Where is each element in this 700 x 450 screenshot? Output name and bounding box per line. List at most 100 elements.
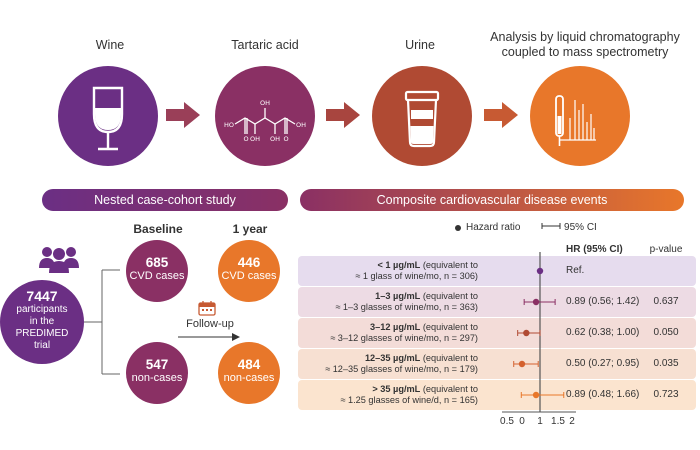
forest-plot [502,252,576,413]
year-cvd-cases-number: 446 [237,255,261,270]
row-range: 12–35 µg/mL [364,353,421,363]
svg-text:HO: HO [224,121,234,129]
total-participants-line3: PREDIMED [15,328,69,339]
svg-text:OH: OH [260,99,270,107]
row-equiv: (equivalent to [420,353,478,363]
axis-tick-label: 1 [537,416,543,427]
urine-circle [372,66,472,166]
urine-sample-cup-icon [404,90,440,148]
legend-ci: 95% CI [564,222,597,234]
baseline-cvd-cases-number: 685 [145,255,169,270]
cvd-events-banner: Composite cardiovascular disease events [300,189,684,211]
ci-bar-icon [541,222,561,233]
wine-glass-icon [92,86,124,151]
axis-tick-label: 0 [519,416,525,427]
urine-label: Urine [405,38,435,52]
legend: Hazard ratio 95% CI [455,222,597,233]
row-hr-value: 0.89 (0.56; 1.42) [566,296,640,307]
row-range: 3–12 µg/mL [370,322,421,332]
row-hr-value: 0.89 (0.48; 1.66) [566,389,640,400]
row-detail: ≈ 1.25 glasses of wine/d, n = 165) [340,395,478,405]
svg-text:OH: OH [270,135,280,143]
year-non-cases: 484 non-cases [218,342,280,404]
row-p-value: 0.723 [653,389,679,400]
row-equiv: (equivalent to [420,260,478,270]
baseline-non-cases-number: 547 [145,357,169,372]
analysis-label: Analysis by liquid chromatography couple… [480,30,690,60]
forest-row-bg [298,349,696,379]
analysis-circle [530,66,630,166]
calendar-icon [198,301,216,316]
baseline-non-cases: 547 non-cases [126,342,188,404]
people-group-icon [39,247,79,273]
baseline-cvd-cases: 685 CVD cases [126,240,188,302]
chromatography-icon [555,95,596,146]
legend-hazard-ratio: Hazard ratio [466,222,521,234]
wine-label: Wine [95,38,125,52]
year-cvd-cases: 446 CVD cases [218,240,280,302]
row-detail: ≈ 3–12 glasses of wine/mo, n = 297) [330,333,478,343]
hr-column-header: HR (95% CI) [566,244,623,255]
row-detail: ≈ 12–35 glasses of wine/mo, n = 179) [325,364,478,374]
row-p-value: 0.637 [653,296,679,307]
year-non-cases-label: non-cases [223,372,275,384]
row-equiv: (equivalent to [420,384,478,394]
total-participants-line1: participants [16,304,68,315]
forest-row-label: < 1 µg/mL (equivalent to ≈ 1 glass of wi… [302,260,478,282]
total-participants-circle: 7447 participants in the PREDIMED trial [0,280,84,364]
forest-row-bg [298,318,696,348]
tartaric-acid-circle: HO OH O O OH OH OH [215,66,315,166]
row-p-value: 0.050 [653,327,679,338]
follow-up-arrow-icon [178,333,240,341]
tartaric-acid-label: Tartaric acid [231,38,299,52]
hazard-ratio-point [523,329,530,337]
forest-row-label: 1–3 µg/mL (equivalent to ≈ 1–3 glasses o… [302,291,478,313]
hazard-ratio-point [518,360,526,368]
year-cvd-cases-label: CVD cases [221,270,277,282]
wine-circle [58,66,158,166]
baseline-non-cases-label: non-cases [131,372,183,384]
forest-row-bg [298,287,696,317]
year-label: 1 year [232,222,268,236]
baseline-label: Baseline [133,222,183,236]
row-range: 1–3 µg/mL [375,291,421,301]
cohort-connector-lines [84,269,120,375]
forest-row-bg [298,256,696,286]
nested-study-banner: Nested case-cohort study [42,189,288,211]
row-detail: ≈ 1–3 glasses of wine/mo, n = 363) [335,302,478,312]
total-participants-number: 7447 [26,288,58,304]
follow-up-label: Follow-up [186,318,234,330]
row-range: > 35 µg/mL [372,384,421,394]
year-non-cases-number: 484 [237,357,261,372]
svg-text:O: O [243,135,248,143]
row-equiv: (equivalent to [420,322,478,332]
tartaric-acid-structure-icon: HO OH O O OH OH OH [224,99,306,143]
row-hr-value: 0.62 (0.38; 1.00) [566,327,640,338]
hazard-ratio-dot-icon [455,224,461,231]
forest-row-label: 3–12 µg/mL (equivalent to ≈ 3–12 glasses… [302,322,478,344]
axis-tick-label: 2 [569,416,575,427]
row-p-value: 0.035 [653,358,679,369]
arrow-right-icon [326,102,360,128]
forest-row-label: 12–35 µg/mL (equivalent to ≈ 12–35 glass… [302,353,478,375]
analysis-label-line1: Analysis by liquid chromatography [490,30,680,44]
row-range: < 1 µg/mL [377,260,421,270]
svg-text:O: O [283,135,288,143]
arrow-right-icon [484,102,518,128]
pvalue-column-header: p-value [649,244,683,255]
row-equiv: (equivalent to [420,291,478,301]
hazard-ratio-point [532,391,540,399]
arrow-right-icon [166,102,200,128]
row-detail: ≈ 1 glass of wine/mo, n = 306) [355,271,478,281]
svg-text:OH: OH [250,135,260,143]
hazard-ratio-point [532,298,540,306]
baseline-cvd-cases-label: CVD cases [129,270,185,282]
svg-text:OH: OH [296,121,306,129]
total-participants-line2: in the [29,316,55,327]
row-hr-value: 0.50 (0.27; 0.95) [566,358,640,369]
forest-row-label: > 35 µg/mL (equivalent to ≈ 1.25 glasses… [302,384,478,406]
analysis-label-line2: coupled to mass spectrometry [501,45,669,59]
total-participants-line4: trial [33,340,51,351]
axis-tick-label: 0.5 [500,416,514,427]
row-hr-value: Ref. [566,265,585,276]
